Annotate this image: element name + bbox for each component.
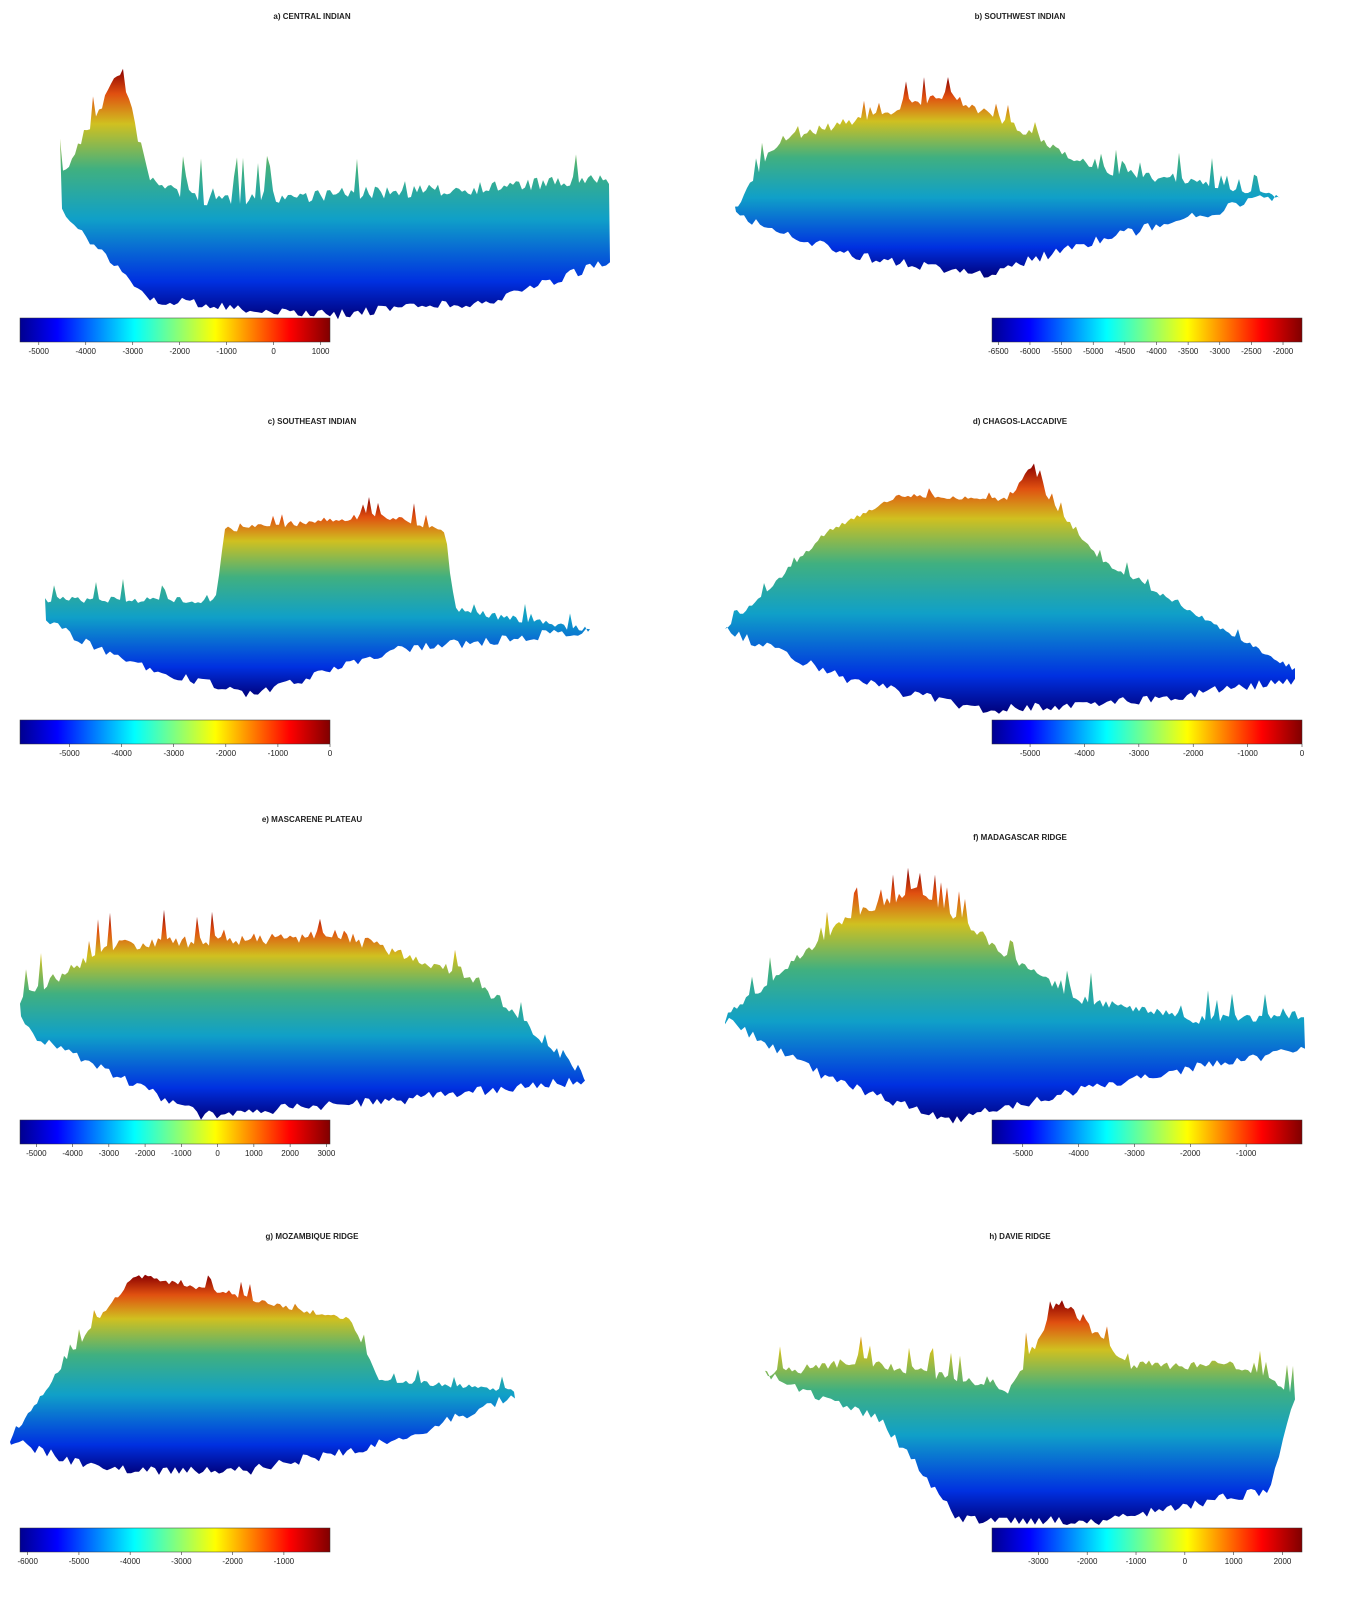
colorbar: [20, 720, 330, 744]
panel-title: a) CENTRAL INDIAN: [273, 12, 350, 21]
tick-label: 0: [215, 1149, 220, 1158]
colorbar: [992, 318, 1302, 342]
surface: [20, 910, 585, 1120]
tick-label: -6500: [988, 347, 1009, 356]
tick-label: -2000: [169, 347, 190, 356]
tick-label: 0: [1300, 749, 1305, 758]
tick-label: -1000: [1237, 749, 1258, 758]
tick-label: -3000: [1129, 749, 1150, 758]
tick-label: 0: [271, 347, 276, 356]
tick-label: -5000: [1012, 1149, 1033, 1158]
tick-label: -4000: [62, 1149, 83, 1158]
colorbar: [20, 1528, 330, 1552]
tick-label: -5500: [1051, 347, 1072, 356]
tick-label: -4000: [76, 347, 97, 356]
tick-label: -3000: [99, 1149, 120, 1158]
tick-label: -3000: [122, 347, 143, 356]
panel-title: b) SOUTHWEST INDIAN: [975, 12, 1066, 21]
tick-label: -1000: [268, 749, 289, 758]
tick-label: -3000: [1124, 1149, 1145, 1158]
tick-label: -6000: [1020, 347, 1041, 356]
tick-label: -3000: [1028, 1557, 1049, 1566]
colorbar: [20, 318, 330, 342]
tick-label: -5000: [1020, 749, 1041, 758]
panel-title: h) DAVIE RIDGE: [989, 1232, 1051, 1241]
colorbar: [992, 1528, 1302, 1552]
tick-label: -4500: [1115, 347, 1136, 356]
tick-label: -5000: [29, 347, 50, 356]
tick-label: -1000: [216, 347, 237, 356]
tick-label: -3000: [163, 749, 184, 758]
tick-label: -4000: [1068, 1149, 1089, 1158]
tick-label: -1000: [171, 1149, 192, 1158]
tick-label: -2500: [1241, 347, 1262, 356]
tick-label: -4000: [120, 1557, 141, 1566]
tick-label: -6000: [17, 1557, 38, 1566]
tick-label: -3000: [171, 1557, 192, 1566]
tick-label: -2000: [222, 1557, 243, 1566]
tick-label: 1000: [312, 347, 330, 356]
colorbar: [20, 1120, 330, 1144]
surface: [735, 77, 1280, 278]
tick-label: -1000: [1236, 1149, 1257, 1158]
tick-label: 1000: [245, 1149, 263, 1158]
panel-title: e) MASCARENE PLATEAU: [262, 815, 363, 824]
tick-label: -5000: [1083, 347, 1104, 356]
tick-label: -5000: [59, 749, 80, 758]
tick-label: -1000: [1126, 1557, 1147, 1566]
panel-title: g) MOZAMBIQUE RIDGE: [266, 1232, 360, 1241]
tick-label: -3000: [1210, 347, 1231, 356]
surface: [45, 497, 590, 697]
panel-title: d) CHAGOS-LACCADIVE: [973, 417, 1068, 426]
tick-label: 2000: [281, 1149, 299, 1158]
colorbar: [992, 720, 1302, 744]
tick-label: -2000: [216, 749, 237, 758]
tick-label: 0: [1183, 1557, 1188, 1566]
tick-label: 0: [328, 749, 333, 758]
surface: [60, 69, 610, 320]
surface: [725, 868, 1305, 1124]
tick-label: -4000: [1146, 347, 1167, 356]
tick-label: -2000: [1273, 347, 1294, 356]
tick-label: -5000: [69, 1557, 90, 1566]
tick-label: -2000: [1180, 1149, 1201, 1158]
tick-label: -4000: [1074, 749, 1095, 758]
tick-label: 2000: [1274, 1557, 1292, 1566]
tick-label: 3000: [317, 1149, 335, 1158]
tick-label: -3500: [1178, 347, 1199, 356]
surface: [725, 464, 1295, 714]
surface: [765, 1300, 1295, 1525]
tick-label: -4000: [111, 749, 132, 758]
tick-label: -2000: [135, 1149, 156, 1158]
surface: [10, 1275, 515, 1475]
tick-label: -2000: [1183, 749, 1204, 758]
panel-title: f) MADAGASCAR RIDGE: [973, 833, 1067, 842]
tick-label: -5000: [26, 1149, 47, 1158]
tick-label: 1000: [1225, 1557, 1243, 1566]
tick-label: -2000: [1077, 1557, 1098, 1566]
figure: a) CENTRAL INDIAN -5000 -4000 -3000 -2000 -10…: [0, 0, 1351, 1609]
colorbar: [992, 1120, 1302, 1144]
panel-title: c) SOUTHEAST INDIAN: [268, 417, 357, 426]
tick-label: -1000: [274, 1557, 295, 1566]
